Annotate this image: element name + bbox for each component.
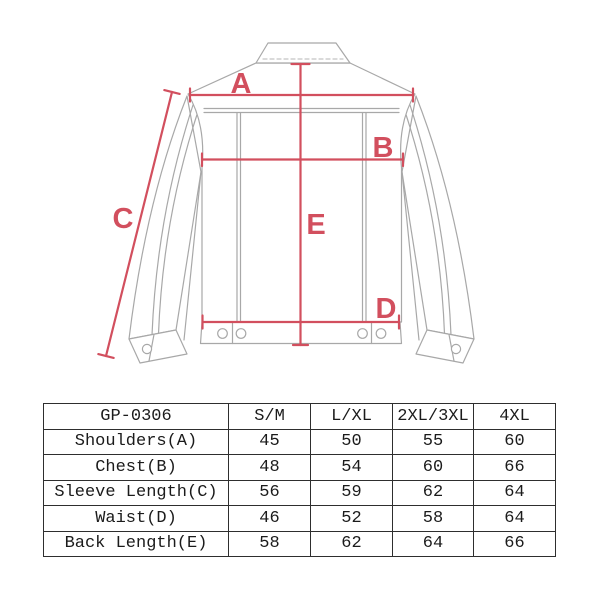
jacket-cuff-right: [415, 329, 475, 364]
size-value: 58: [392, 505, 474, 532]
measure-line-chest-B: [200, 152, 405, 168]
waistband-button: [375, 328, 387, 339]
cuff-button-left: [141, 343, 153, 355]
col-header-2xl3xl: 2XL/3XL: [392, 403, 474, 430]
table-row-shoulders: Shoulders(A) 45 50 55 60: [43, 428, 556, 455]
row-label: Sleeve Length(C): [43, 479, 229, 506]
size-table: GP-0306 S/M L/XL 2XL/3XL 4XL Shoulders(A…: [43, 403, 556, 557]
size-value: 48: [228, 454, 311, 481]
size-value: 58: [228, 530, 311, 557]
size-value: 50: [310, 428, 393, 455]
measure-label-chest: B: [373, 132, 394, 164]
product-code-cell: GP-0306: [43, 403, 229, 430]
waistband-button: [217, 328, 228, 339]
size-value: 66: [473, 530, 556, 557]
size-value: 66: [473, 454, 556, 481]
row-label: Waist(D): [43, 505, 229, 532]
measure-line-back-length-E: [290, 62, 311, 347]
size-value: 60: [392, 454, 474, 481]
size-table-header-row: GP-0306 S/M L/XL 2XL/3XL 4XL: [43, 403, 556, 430]
table-row-sleeve-length: Sleeve Length(C) 56 59 62 64: [43, 479, 556, 506]
size-value: 46: [228, 505, 311, 532]
col-header-sm: S/M: [228, 403, 311, 430]
table-row-waist: Waist(D) 46 52 58 64: [43, 505, 556, 532]
size-value: 64: [392, 530, 474, 557]
measurement-letters: A B C D E: [113, 68, 397, 325]
measure-label-shoulders: A: [231, 68, 252, 100]
measurement-lines: [97, 62, 415, 359]
jacket-cuff-left: [128, 329, 188, 364]
size-value: 62: [310, 530, 393, 557]
jacket-sleeve-right: [401, 95, 475, 364]
cuff-button-right: [450, 343, 462, 355]
size-value: 45: [228, 428, 311, 455]
row-label: Back Length(E): [43, 530, 229, 557]
size-value: 59: [310, 479, 393, 506]
row-label: Chest(B): [43, 454, 229, 481]
size-value: 54: [310, 454, 393, 481]
size-value: 64: [473, 505, 556, 532]
measure-line-sleeve-C: [97, 89, 181, 359]
measure-label-waist: D: [376, 293, 397, 325]
measure-label-back-length: E: [306, 209, 325, 241]
waistband-button: [235, 328, 247, 339]
size-value: 55: [392, 428, 474, 455]
size-value: 52: [310, 505, 393, 532]
jacket-measurement-diagram: A B C D E: [97, 42, 475, 364]
col-header-lxl: L/XL: [310, 403, 393, 430]
table-row-chest: Chest(B) 48 54 60 66: [43, 454, 556, 481]
size-value: 62: [392, 479, 474, 506]
size-value: 56: [228, 479, 311, 506]
row-label: Shoulders(A): [43, 428, 229, 455]
size-value: 64: [473, 479, 556, 506]
table-row-back-length: Back Length(E) 58 62 64 66: [43, 530, 556, 557]
col-header-4xl: 4XL: [473, 403, 556, 430]
jacket-collar: [255, 42, 351, 64]
waistband-button: [357, 328, 368, 339]
size-value: 60: [473, 428, 556, 455]
jacket-sleeve-left: [128, 95, 202, 364]
measure-label-sleeve-length: C: [113, 203, 134, 235]
